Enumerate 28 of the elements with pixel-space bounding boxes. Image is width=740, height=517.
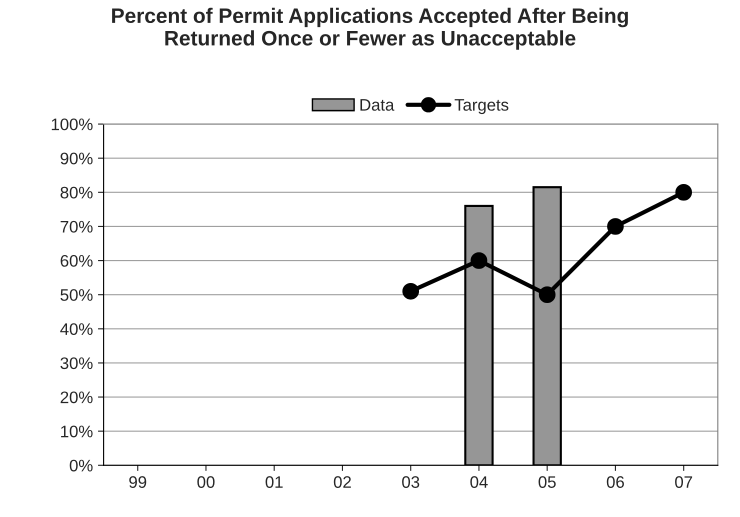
legend-label: Data — [360, 99, 394, 111]
point — [538, 286, 556, 304]
point — [470, 252, 488, 269]
x-tick-label: 06 — [606, 476, 624, 488]
y-tick-label: 40% — [60, 323, 93, 336]
x-tick-label: 07 — [675, 476, 692, 488]
y-tick-label: 20% — [60, 391, 93, 404]
point — [607, 218, 624, 235]
chart-title: Percent of Permit Applications Accepted After Being Returned Once or Fewer as Unacceptable — [112, 8, 628, 50]
x-tick-label: 01 — [266, 476, 283, 488]
x-tick-label: 04 — [470, 476, 488, 488]
y-tick-label: 30% — [60, 357, 93, 370]
x-tick-label: 99 — [129, 476, 146, 488]
x-tick-label: 00 — [197, 476, 215, 488]
point — [675, 184, 692, 201]
point — [402, 282, 420, 300]
y-tick-label: 70% — [60, 220, 93, 233]
y-tick-label: 0% — [70, 460, 93, 472]
y-tick-label: 80% — [60, 186, 93, 199]
x-tick-label: 03 — [402, 476, 420, 488]
x-tick-label: 05 — [538, 476, 556, 488]
y-tick-label: 90% — [60, 152, 93, 164]
x-tick-label: 02 — [334, 476, 351, 488]
y-tick-label: 60% — [60, 254, 93, 267]
y-tick-label: 100% — [52, 118, 93, 130]
y-tick-label: 10% — [61, 426, 93, 438]
legend-label: Targets — [454, 99, 508, 114]
y-tick-label: 50% — [60, 289, 93, 301]
